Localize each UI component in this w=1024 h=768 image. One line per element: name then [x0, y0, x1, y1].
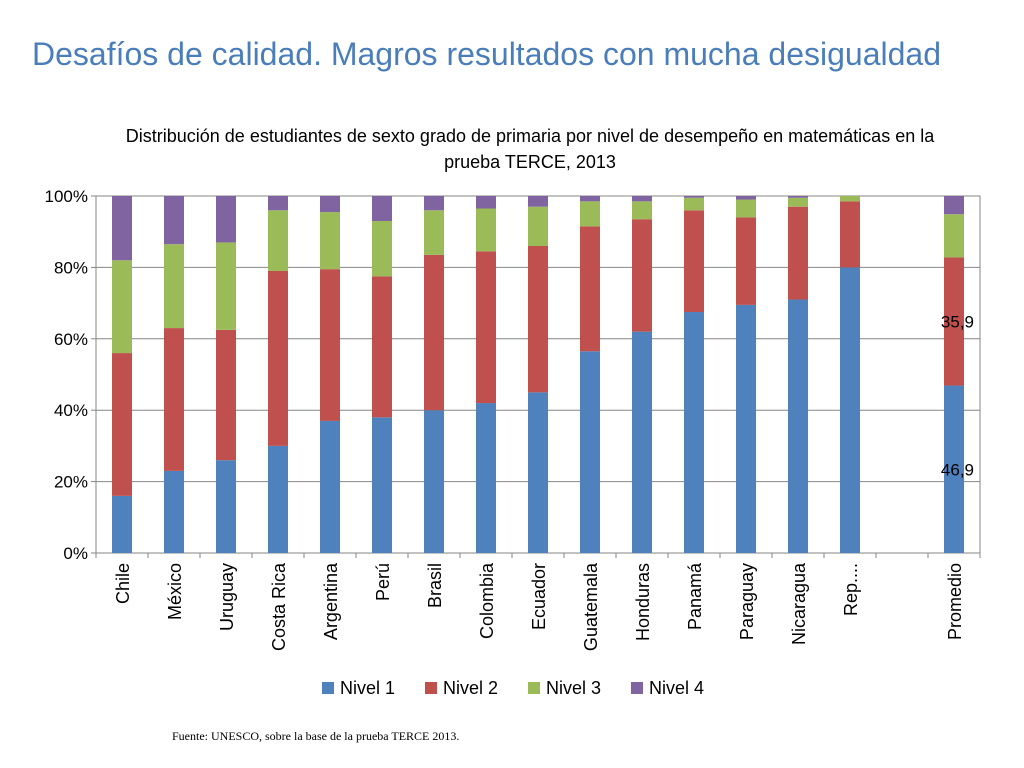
bar-segment-nivel-4 [424, 196, 444, 211]
bar-segment-nivel-4 [372, 196, 392, 221]
legend-label: Nivel 1 [340, 678, 395, 698]
bar-segment-nivel-2 [424, 254, 444, 411]
x-tick-label: Brasil [425, 563, 445, 608]
bar-segment-nivel-1 [216, 460, 236, 553]
bar-segment-nivel-1 [632, 331, 652, 553]
legend-swatch [631, 682, 643, 694]
bar-segment-nivel-4 [112, 196, 132, 261]
bar-segment-nivel-3 [164, 244, 184, 329]
bar-segment-nivel-2 [268, 270, 288, 446]
bar-segment-nivel-4 [216, 196, 236, 243]
slide-title: Desafíos de calidad. Magros resultados c… [32, 36, 941, 72]
legend-swatch [322, 682, 334, 694]
source-note: Fuente: UNESCO, sobre la base de la prue… [172, 729, 460, 743]
bar-segment-nivel-1 [320, 420, 340, 553]
bar-segment-nivel-1 [684, 312, 704, 553]
y-tick-label: 0% [63, 544, 88, 563]
bar-segment-nivel-4 [788, 196, 808, 198]
bar-segment-nivel-3 [268, 210, 288, 271]
legend-swatch [425, 682, 437, 694]
x-tick-label: Guatemala [581, 562, 601, 651]
y-tick-label: 20% [54, 473, 88, 492]
bar-segment-nivel-2 [112, 353, 132, 496]
bar-segment-nivel-1 [736, 304, 756, 553]
bar-segment-nivel-3 [580, 201, 600, 227]
bar-segment-nivel-4 [268, 196, 288, 211]
bar-segment-nivel-2 [788, 206, 808, 300]
x-tick-label: Colombia [477, 562, 497, 639]
x-tick-label: Ecuador [529, 563, 549, 630]
bar-segment-nivel-3 [476, 208, 496, 252]
bar-segment-nivel-3 [840, 196, 860, 202]
bar-segment-nivel-3 [372, 220, 392, 277]
bar-segment-nivel-1 [476, 403, 496, 553]
bar-segment-nivel-3 [632, 201, 652, 220]
bar-segment-nivel-3 [944, 214, 964, 258]
bar-segment-nivel-3 [320, 212, 340, 270]
bar-segment-nivel-3 [736, 199, 756, 218]
x-tick-label: Chile [113, 563, 133, 604]
legend-swatch [528, 682, 540, 694]
x-tick-label: Rep.... [841, 563, 861, 616]
bar-segment-nivel-4 [528, 196, 548, 207]
bar-segment-nivel-3 [112, 260, 132, 354]
bar-segment-nivel-1 [788, 299, 808, 553]
bar-segment-nivel-2 [632, 219, 652, 332]
bar-segment-nivel-2 [372, 276, 392, 418]
x-tick-label: Uruguay [217, 563, 237, 631]
bar-segment-nivel-2 [736, 217, 756, 305]
data-label: 35,9 [941, 312, 974, 331]
bar-segment-nivel-1 [112, 495, 132, 553]
bar-segment-nivel-4 [684, 196, 704, 198]
bar-segment-nivel-1 [944, 385, 964, 553]
x-tick-label: Argentina [321, 562, 341, 640]
bar-segment-nivel-2 [944, 257, 964, 386]
x-tick-label: Costa Rica [269, 562, 289, 651]
bar-segment-nivel-1 [268, 445, 288, 553]
bar-segment-nivel-1 [372, 417, 392, 553]
y-tick-label: 100% [45, 187, 88, 206]
x-tick-label: México [165, 563, 185, 620]
bar-segment-nivel-4 [580, 196, 600, 202]
bar-segment-nivel-1 [424, 410, 444, 553]
y-tick-label: 60% [54, 330, 88, 349]
y-tick-label: 40% [54, 401, 88, 420]
bar-segment-nivel-2 [216, 329, 236, 461]
chart-title: Distribución de estudiantes de sexto gra… [125, 126, 935, 172]
x-tick-label: Panamá [685, 562, 705, 630]
bar-segment-nivel-4 [476, 196, 496, 209]
legend-label: Nivel 2 [443, 678, 498, 698]
x-tick-label: Nicaragua [789, 562, 809, 645]
bar-segment-nivel-3 [684, 197, 704, 211]
y-tick-label: 80% [54, 258, 88, 277]
bar-segment-nivel-1 [528, 392, 548, 553]
bar-segment-nivel-2 [840, 201, 860, 268]
bar-segment-nivel-3 [216, 242, 236, 330]
bar-segment-nivel-4 [320, 196, 340, 213]
bar-segment-nivel-2 [528, 245, 548, 393]
bar-segment-nivel-1 [164, 470, 184, 553]
x-tick-label: Promedio [945, 563, 965, 640]
bar-segment-nivel-3 [528, 206, 548, 246]
x-tick-label: Perú [373, 563, 393, 601]
bar-segment-nivel-4 [944, 196, 964, 215]
bar-segment-nivel-3 [424, 210, 444, 255]
data-label: 46,9 [941, 460, 974, 479]
bar-segment-nivel-3 [788, 197, 808, 207]
x-tick-label: Honduras [633, 563, 653, 641]
bar-segment-nivel-2 [164, 328, 184, 471]
bar-segment-nivel-1 [580, 351, 600, 553]
bar-segment-nivel-1 [840, 267, 860, 553]
bar-segment-nivel-4 [164, 196, 184, 245]
bar-segment-nivel-2 [320, 269, 340, 421]
legend-label: Nivel 4 [649, 678, 704, 698]
x-tick-label: Paraguay [737, 563, 757, 640]
bar-segment-nivel-4 [632, 196, 652, 202]
legend-label: Nivel 3 [546, 678, 601, 698]
bar-segment-nivel-4 [736, 196, 756, 200]
bar-segment-nivel-2 [684, 210, 704, 313]
bar-segment-nivel-2 [476, 251, 496, 404]
bar-segment-nivel-2 [580, 226, 600, 352]
